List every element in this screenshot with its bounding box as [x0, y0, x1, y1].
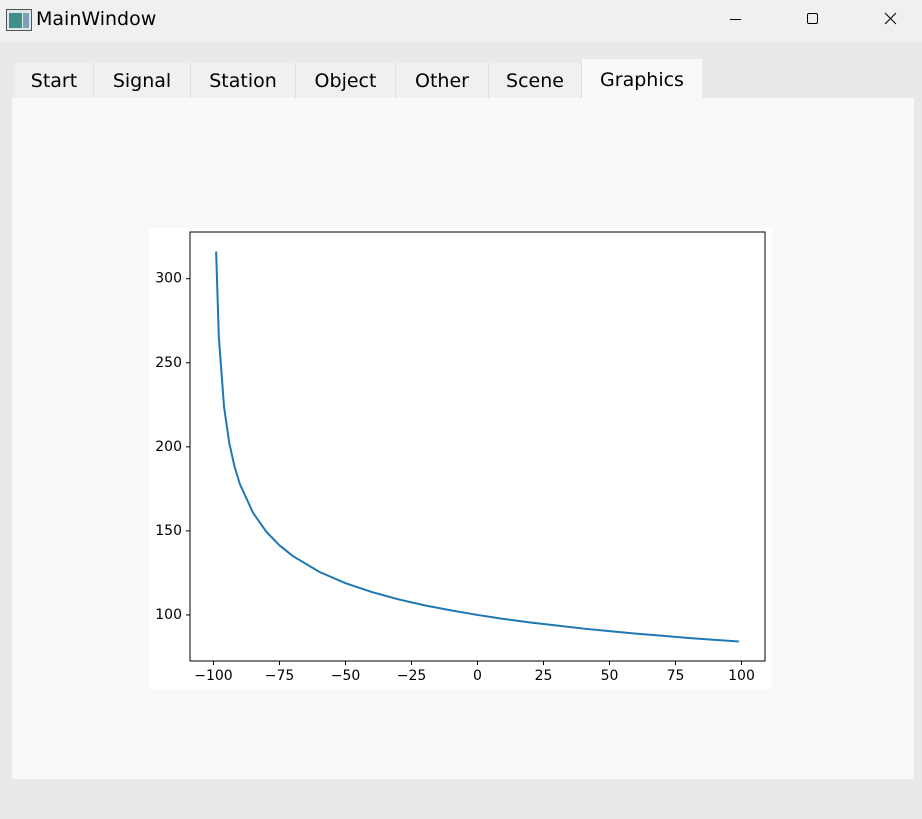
y-tick-label: 100 — [155, 607, 182, 623]
x-tick-label: 75 — [667, 668, 685, 684]
window-title: MainWindow — [36, 8, 157, 30]
figure-background — [149, 228, 772, 689]
x-tick-label: −25 — [397, 668, 427, 684]
tab[interactable]: Object — [296, 63, 396, 98]
maximize-button[interactable] — [777, 0, 847, 40]
x-tick-label: 100 — [728, 668, 755, 684]
x-tick-label: −75 — [265, 668, 295, 684]
y-tick-label: 200 — [155, 439, 182, 455]
x-tick-label: 50 — [601, 668, 619, 684]
tab[interactable]: Other — [396, 63, 489, 98]
x-tick-label: 25 — [535, 668, 553, 684]
y-tick-label: 150 — [155, 523, 182, 539]
y-tick-label: 300 — [155, 271, 182, 287]
close-button[interactable] — [855, 0, 922, 40]
app-icon — [6, 9, 32, 31]
x-tick-label: 0 — [473, 668, 482, 684]
tab[interactable]: Station — [191, 63, 296, 98]
x-tick-label: −50 — [331, 668, 361, 684]
tab[interactable]: Scene — [489, 63, 582, 98]
title-bar: MainWindow — [0, 0, 922, 42]
tab[interactable]: Graphics — [582, 59, 702, 99]
y-tick-label: 250 — [155, 355, 182, 371]
chart: 100 150 200 250 300 −100 −75 −50 −25 0 25 50 75 100 — [149, 228, 772, 689]
minimize-button[interactable] — [700, 0, 770, 40]
line — [215, 251, 739, 643]
tab[interactable]: Signal — [94, 63, 191, 98]
x-tick-label: −100 — [194, 668, 232, 684]
tab[interactable]: Start — [15, 63, 94, 98]
axes-frame — [189, 231, 766, 662]
